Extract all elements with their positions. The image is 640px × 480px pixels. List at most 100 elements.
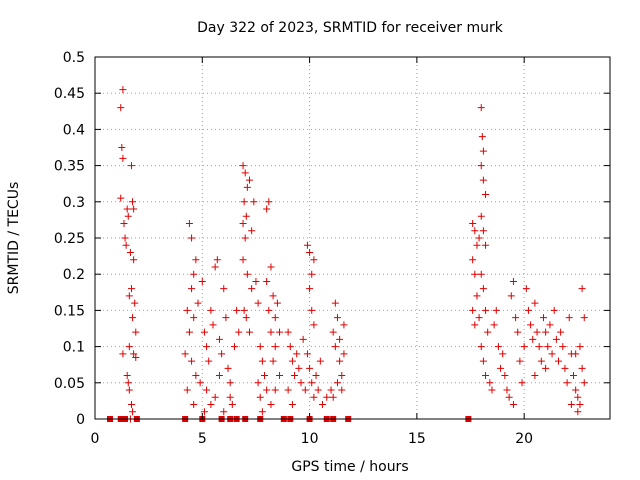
data-point: [338, 372, 346, 380]
data-point: [306, 285, 314, 293]
data-point: [574, 408, 582, 416]
data-point: [273, 299, 281, 307]
y-tick-label: 0: [76, 412, 85, 428]
data-point: [213, 256, 221, 264]
data-point: [185, 328, 193, 336]
data-point: [192, 256, 200, 264]
data-point: [291, 372, 299, 380]
plot-frame: [94, 56, 611, 420]
data-point: [469, 256, 477, 264]
data-point: [331, 299, 339, 307]
data-point: [482, 372, 490, 380]
data-point: [271, 314, 279, 322]
data-point: [308, 379, 316, 387]
data-point: [218, 350, 226, 358]
data-point: [336, 357, 344, 365]
data-point: [248, 285, 256, 293]
data-point: [507, 292, 515, 300]
data-point: [509, 277, 517, 285]
data-point: [482, 241, 490, 249]
data-point: [478, 133, 486, 141]
data-point: [190, 401, 198, 409]
data-point: [333, 314, 341, 322]
x-tick-label: 5: [198, 431, 207, 447]
data-point: [492, 306, 500, 314]
data-point: [185, 220, 193, 228]
data-point: [192, 372, 200, 380]
data-point: [130, 256, 138, 264]
data-point: [477, 162, 485, 170]
data-point: [200, 408, 208, 416]
data-point: [529, 335, 537, 343]
data-point: [544, 343, 552, 351]
data-point: [572, 350, 580, 358]
y-tick-label: 0.5: [63, 50, 85, 66]
data-point: [482, 306, 490, 314]
data-point: [248, 227, 256, 235]
data-point: [555, 357, 562, 365]
grid-lines: [95, 57, 610, 419]
data-point: [200, 328, 208, 336]
data-point: [323, 393, 331, 401]
data-point: [261, 372, 269, 380]
data-point: [479, 285, 487, 293]
data-point: [514, 328, 522, 336]
data-point: [119, 86, 127, 94]
data-point: [198, 277, 206, 285]
data-point: [475, 314, 483, 322]
data-point: [479, 357, 487, 365]
data-point: [512, 314, 520, 322]
data-point: [258, 408, 266, 416]
y-tick-label: 0.45: [54, 86, 85, 102]
data-point: [479, 176, 487, 184]
data-point: [473, 241, 481, 249]
data-point: [531, 299, 539, 307]
data-point: [516, 357, 524, 365]
y-tick-label: 0.2: [63, 267, 85, 283]
data-point: [241, 234, 249, 242]
data-point: [132, 328, 140, 336]
data-point: [567, 401, 575, 409]
data-point: [124, 379, 132, 387]
data-point: [557, 328, 565, 336]
data-point: [124, 212, 132, 220]
data-point: [117, 104, 125, 112]
data-point: [565, 314, 573, 322]
data-point: [490, 321, 498, 329]
data-point: [576, 401, 584, 409]
data-point: [284, 328, 292, 336]
data-point: [578, 285, 586, 293]
data-point: [224, 364, 232, 372]
data-point: [574, 393, 582, 401]
x-tick-label: 0: [91, 431, 100, 447]
data-point: [310, 393, 318, 401]
data-point: [190, 270, 198, 278]
y-tick-label: 0.05: [54, 376, 85, 392]
data-point: [333, 379, 341, 387]
data-point: [297, 379, 305, 387]
data-point: [286, 343, 294, 351]
data-point: [509, 401, 517, 409]
data-point: [265, 306, 273, 314]
data-point: [475, 234, 483, 242]
data-point: [580, 314, 588, 322]
data-point: [488, 386, 496, 394]
data-point: [181, 350, 189, 358]
data-point: [211, 393, 219, 401]
data-point: [469, 306, 477, 314]
data-point: [263, 277, 271, 285]
data-point: [252, 277, 260, 285]
data-point: [303, 241, 311, 249]
data-point: [196, 379, 204, 387]
data-point: [125, 386, 133, 394]
data-point: [535, 343, 543, 351]
data-point: [518, 379, 526, 387]
data-point: [126, 248, 134, 256]
data-point: [190, 314, 198, 322]
data-point: [243, 270, 251, 278]
data-point: [230, 343, 238, 351]
data-point: [130, 350, 138, 358]
data-point: [194, 299, 202, 307]
data-point: [548, 350, 556, 358]
data-point: [271, 386, 279, 394]
